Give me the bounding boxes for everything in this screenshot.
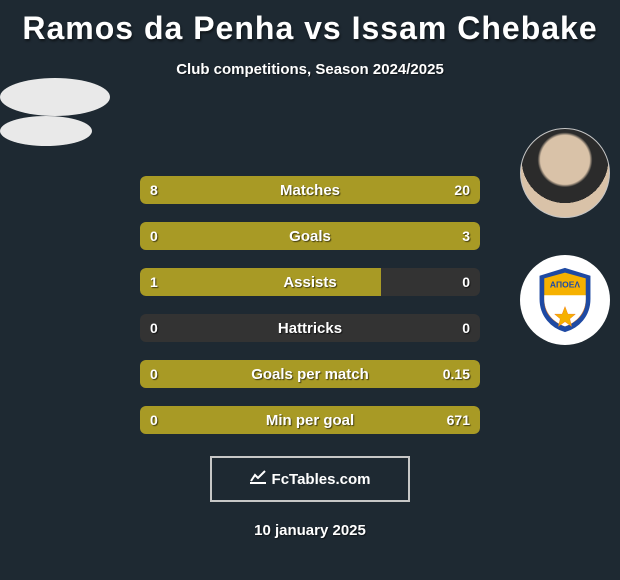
stats-bars: 820Matches 03Goals 10Assists 00Hattricks 00.… xyxy=(140,176,480,434)
stat-row: 0671Min per goal xyxy=(140,406,480,434)
player-left-avatar-placeholder-1 xyxy=(0,78,110,116)
stat-row: 820Matches xyxy=(140,176,480,204)
stat-row: 00.15Goals per match xyxy=(140,360,480,388)
page-title: Ramos da Penha vs Issam Chebake xyxy=(0,0,620,47)
page-date: 10 january 2025 xyxy=(0,522,620,539)
stat-label: Matches xyxy=(140,182,480,199)
stat-label: Hattricks xyxy=(140,320,480,337)
branding-badge: FcTables.com xyxy=(210,456,410,502)
stat-label: Goals xyxy=(140,228,480,245)
page-subtitle: Club competitions, Season 2024/2025 xyxy=(0,61,620,78)
stat-row: 10Assists xyxy=(140,268,480,296)
player-left-avatar-placeholder-2 xyxy=(0,116,92,146)
stat-label: Assists xyxy=(140,274,480,291)
stat-label: Min per goal xyxy=(140,412,480,429)
branding-text: FcTables.com xyxy=(272,471,371,488)
stat-row: 00Hattricks xyxy=(140,314,480,342)
stat-label: Goals per match xyxy=(140,366,480,383)
stat-row: 03Goals xyxy=(140,222,480,250)
chart-icon xyxy=(250,470,266,488)
